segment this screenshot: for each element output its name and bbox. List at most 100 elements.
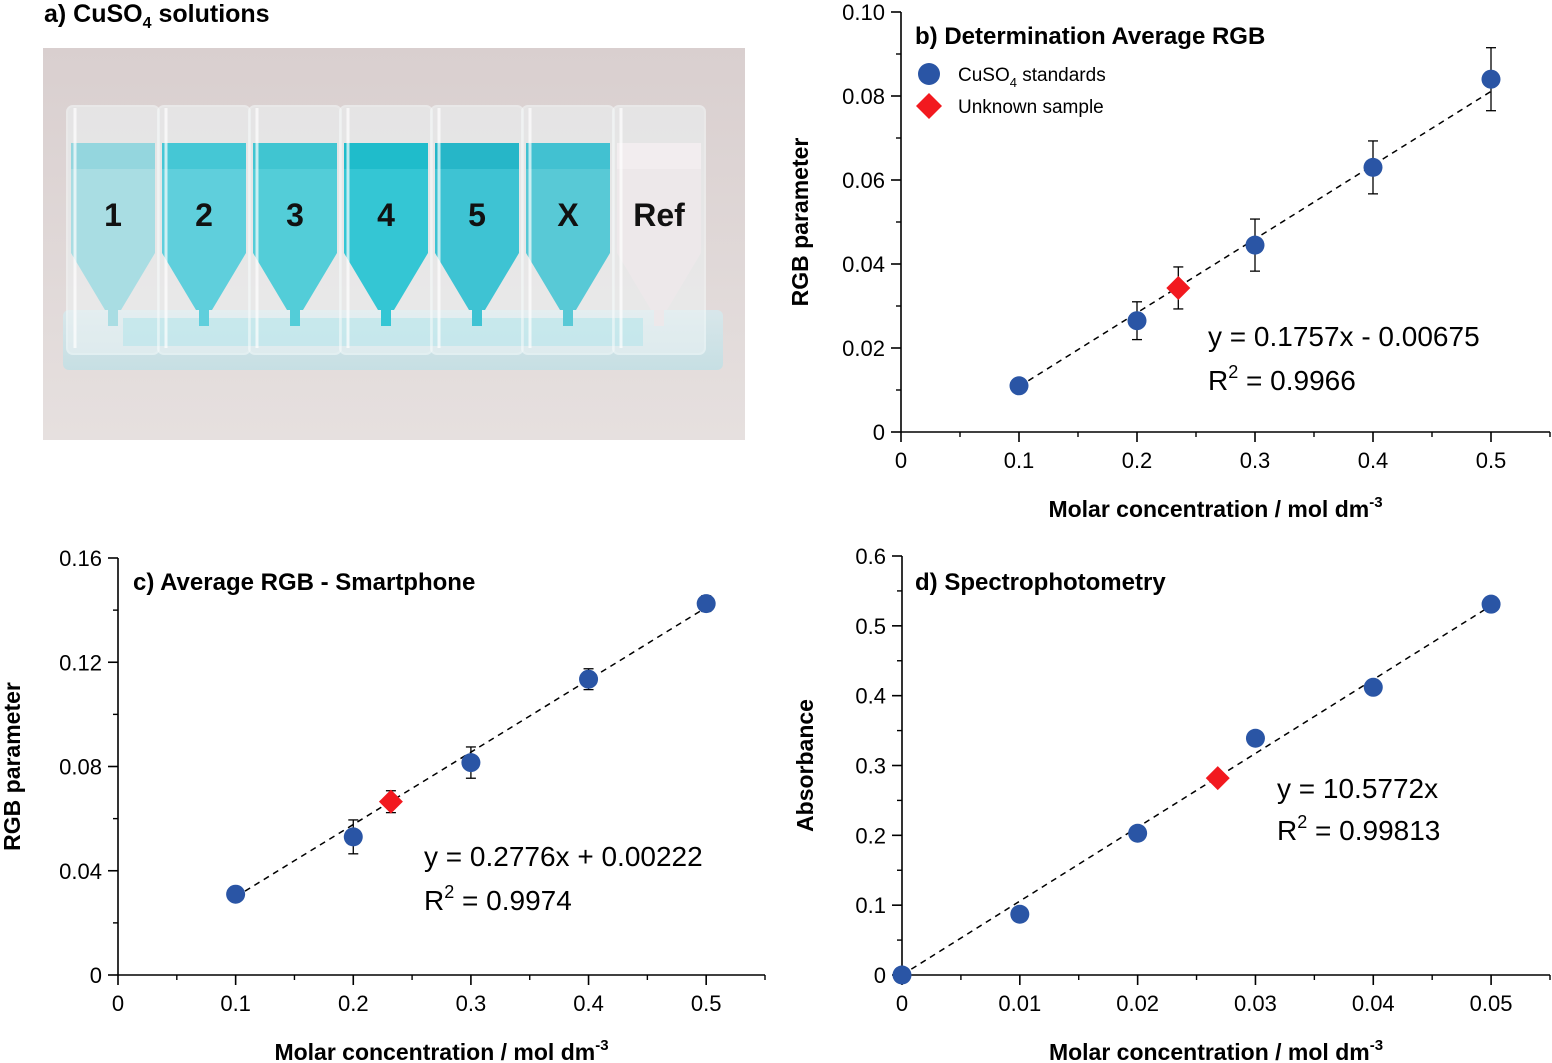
y-tick-label: 0.04 [59,859,102,884]
cuvette-label: 4 [377,197,395,233]
data-point-standard [892,965,912,985]
cuvette-tip [381,306,391,326]
cuvette-1: 1 [66,105,160,355]
cuvette-rack: 1 2 3 4 5 X Ref [63,105,723,370]
legend-label-standards: CuSO4 standards [958,65,1106,90]
x-tick-label: 0.3 [1240,448,1271,473]
fit-line [901,605,1492,976]
x-tick-label: 0.2 [338,991,369,1016]
cuvette-label: X [557,197,579,233]
y-tick-label: 0.5 [855,614,886,639]
x-tick-label: 0.1 [1004,448,1035,473]
cuvette-4: 4 [339,105,433,355]
x-tick-label: 0.02 [1116,991,1159,1016]
cuvette-tip [199,306,209,326]
cuvette-photo: 1 2 3 4 5 X Ref [43,48,745,440]
chart-title: b) Determination Average RGB [915,23,1265,50]
data-point-standard [1010,904,1030,924]
x-tick-label: 0.5 [1476,448,1507,473]
cuvette-meniscus [71,143,155,169]
data-point-unknown [1166,275,1191,300]
data-point-standard [1009,376,1029,396]
y-tick-label: 0.4 [855,684,886,709]
data-point-standard [343,827,363,847]
cuvette-liquid [344,143,428,310]
cuvette-tip [290,306,300,326]
fit-equation: y = 10.5772x [1277,773,1438,804]
cuvette-2: 2 [157,105,251,355]
x-axis-label: Molar concentration / mol dm-3 [274,1037,608,1063]
data-point-standard [1363,157,1383,177]
x-axis-label: Molar concentration / mol dm-3 [1048,494,1382,522]
x-tick-label: 0.5 [691,991,722,1016]
data-point-standard [1363,677,1383,697]
fit-equation: y = 0.2776x + 0.00222 [424,841,703,872]
y-axis-label: Absorbance [792,699,818,832]
y-tick-label: 0.04 [842,252,885,277]
data-point-standard [1245,728,1265,748]
legend-marker-unknown [916,93,942,119]
data-point-standard [1128,823,1148,843]
cuvette-7: Ref [612,105,706,355]
cuvette-liquid [71,143,155,310]
panel-a-title: a) CuSO4 solutions [44,0,270,32]
y-tick-label: 0.16 [59,546,102,571]
data-point-unknown [378,789,403,814]
cuvette-liquid [617,143,701,310]
cuvette-tip [108,306,118,326]
y-tick-label: 0.08 [59,755,102,780]
x-axis-label-sup: -3 [595,1037,608,1054]
y-tick-label: 0.08 [842,84,885,109]
chart-panel-b: 0 0.1 0.2 0.3 0.4 0.5 0 0.02 0.04 0.06 0.08 0.10 Mol… [787,0,1551,522]
x-tick-label: 0.05 [1470,991,1513,1016]
y-tick-label: 0 [873,420,885,445]
cuvette-liquid [253,143,337,310]
x-tick-label: 0 [112,991,124,1016]
x-tick-label: 0.03 [1234,991,1277,1016]
x-axis-label-sup: -3 [1369,494,1382,511]
y-tick-label: 0.2 [855,823,886,848]
data-point-standard [696,594,716,614]
y-tick-label: 0.06 [842,168,885,193]
cuvette-tip [472,306,482,326]
r-squared: R2 = 0.99813 [1277,812,1440,846]
cuvette-liquid [435,143,519,310]
cuvette-meniscus [617,143,701,169]
chart-title: d) Spectrophotometry [915,569,1166,596]
y-tick-label: 0.02 [842,336,885,361]
cuvette-6: X [521,105,615,355]
x-tick-label: 0.1 [220,991,251,1016]
legend-label-unknown: Unknown sample [958,97,1104,118]
chart-panel-c: 0 0.1 0.2 0.3 0.4 0.5 0 0.04 0.08 0.12 0.16 Molar c… [0,546,766,1063]
data-point-standard [1127,311,1147,331]
cuvette-meniscus [253,143,337,169]
cuvette-meniscus [162,143,246,169]
data-point-standard [1481,594,1501,614]
cuvette-tip [563,306,573,326]
data-point-standard [579,669,599,689]
fit-equation: y = 0.1757x - 0.00675 [1208,321,1480,352]
data-point-standard [226,884,246,904]
x-tick-label: 0.01 [998,991,1041,1016]
x-axis-label-sup: -3 [1370,1037,1383,1054]
cuvette-label: 2 [195,197,213,233]
cuvette-meniscus [526,143,610,169]
data-point-unknown [1205,766,1230,791]
cuvette-liquid [162,143,246,310]
cuvette-meniscus [435,143,519,169]
x-tick-label: 0.3 [456,991,487,1016]
x-tick-label: 0.04 [1352,991,1395,1016]
y-tick-label: 0 [874,963,886,988]
y-tick-label: 0.12 [59,650,102,675]
x-axis-label: Molar concentration / mol dm-3 [1049,1037,1383,1063]
x-tick-label: 0.4 [573,991,604,1016]
y-axis-label: RGB parameter [787,138,813,307]
cuvette-3: 3 [248,105,342,355]
cuvette-label: 3 [286,197,304,233]
x-tick-label: 0 [895,448,907,473]
y-tick-label: 0.1 [855,893,886,918]
y-tick-label: 0 [90,963,102,988]
x-tick-label: 0.4 [1358,448,1389,473]
y-axis-label: RGB parameter [0,682,25,851]
cuvette-meniscus [344,143,428,169]
